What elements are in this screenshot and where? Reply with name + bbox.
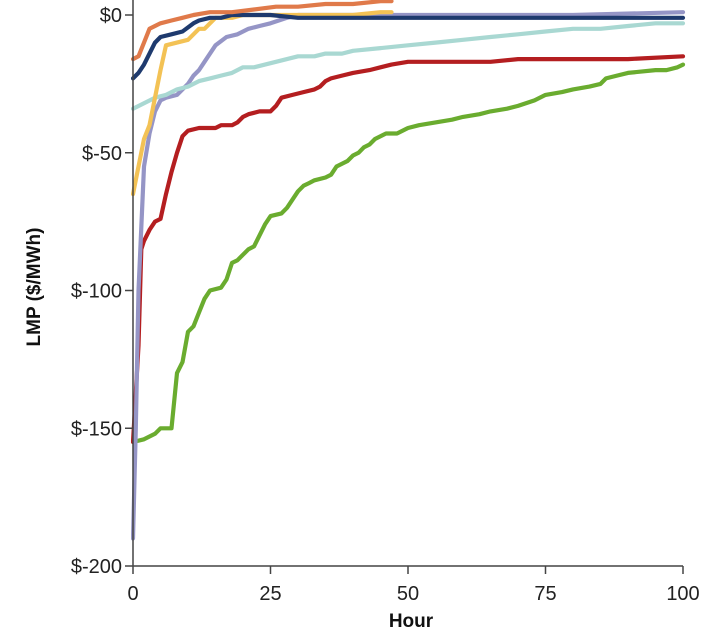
series-line-3	[131, 10, 686, 541]
series-line-1	[131, 62, 686, 445]
x-tick-label: 25	[259, 583, 281, 605]
series-line-7	[131, 0, 394, 62]
y-tick-label: $0	[100, 5, 122, 27]
x-tick-label: 0	[127, 583, 138, 605]
y-axis-title: LMP ($/MWh)	[24, 228, 45, 347]
series-line-2	[131, 54, 686, 445]
y-tick-label: $-200	[71, 556, 122, 578]
series-line-6	[131, 12, 686, 81]
series-line-4	[131, 21, 686, 111]
x-tick-label: 50	[397, 583, 419, 605]
y-tick-label: $-150	[71, 418, 122, 440]
series-layer	[131, 0, 686, 541]
series-line-5	[131, 10, 394, 197]
x-axis-title: Hour	[389, 611, 434, 632]
y-tick-label: $-100	[71, 281, 122, 303]
x-tick-label: 75	[534, 583, 556, 605]
y-tick-label: $-50	[82, 143, 122, 165]
x-tick-label: 100	[666, 583, 699, 605]
